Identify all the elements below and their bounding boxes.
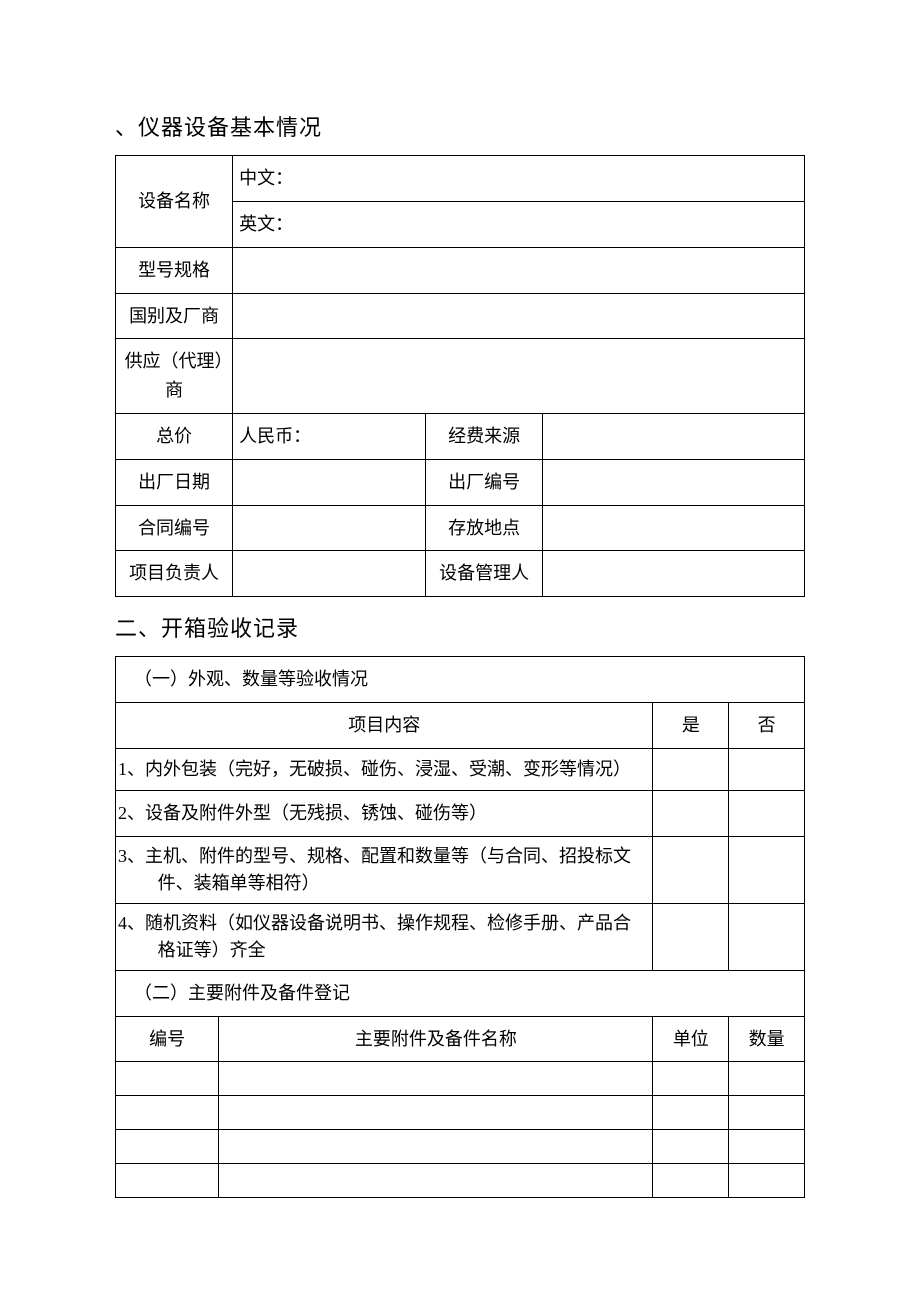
value-mfg-number (543, 459, 805, 505)
part-row-qty (729, 1164, 805, 1198)
inspection-no (729, 836, 805, 903)
value-fund-source (543, 413, 805, 459)
header-qty: 数量 (729, 1016, 805, 1062)
value-country-mfr (233, 293, 805, 339)
part-row-unit (653, 1164, 729, 1198)
value-project-lead (233, 551, 426, 597)
value-english: 英文： (233, 201, 805, 247)
inspection-yes (653, 836, 729, 903)
equipment-info-table: 设备名称 中文： 英文： 型号规格 国别及厂商 供应（代理）商 总价 人民币： … (115, 155, 805, 597)
header-unit: 单位 (653, 1016, 729, 1062)
inspection-no (729, 790, 805, 836)
part-row-serial (116, 1164, 219, 1198)
part-row-qty (729, 1096, 805, 1130)
part-row-unit (653, 1062, 729, 1096)
inspection-record-table: （一）外观、数量等验收情况 项目内容 是 否 1、内外包装（完好，无破损、碰伤、… (115, 656, 805, 1198)
part-row-serial (116, 1096, 219, 1130)
header-serial: 编号 (116, 1016, 219, 1062)
label-equip-manager: 设备管理人 (426, 551, 543, 597)
part-row-serial (116, 1130, 219, 1164)
value-contract-no (233, 505, 426, 551)
header-yes: 是 (653, 703, 729, 749)
label-equipment-name: 设备名称 (116, 156, 233, 248)
header-item-content: 项目内容 (116, 703, 653, 749)
value-model-spec (233, 247, 805, 293)
inspection-yes (653, 903, 729, 970)
part-row-serial (116, 1062, 219, 1096)
value-chinese: 中文： (233, 156, 805, 202)
value-equip-manager (543, 551, 805, 597)
value-supplier (233, 339, 805, 414)
part-row-name (219, 1096, 653, 1130)
value-storage-loc (543, 505, 805, 551)
label-mfg-number: 出厂编号 (426, 459, 543, 505)
value-mfg-date (233, 459, 426, 505)
label-project-lead: 项目负责人 (116, 551, 233, 597)
part-row-unit (653, 1096, 729, 1130)
inspection-yes (653, 748, 729, 790)
label-fund-source: 经费来源 (426, 413, 543, 459)
label-contract-no: 合同编号 (116, 505, 233, 551)
inspection-yes (653, 790, 729, 836)
inspection-no (729, 903, 805, 970)
part-row-qty (729, 1062, 805, 1096)
section2-title: 二、开箱验收记录 (115, 611, 805, 646)
inspection-item: 4、随机资料（如仪器设备说明书、操作规程、检修手册、产品合格证等）齐全 (116, 903, 653, 970)
label-storage-loc: 存放地点 (426, 505, 543, 551)
part2-title: （二）主要附件及备件登记 (116, 970, 805, 1016)
value-rmb: 人民币： (233, 413, 426, 459)
section1-title: 、仪器设备基本情况 (115, 110, 805, 145)
part-row-name (219, 1062, 653, 1096)
part-row-unit (653, 1130, 729, 1164)
label-supplier: 供应（代理）商 (116, 339, 233, 414)
label-mfg-date: 出厂日期 (116, 459, 233, 505)
inspection-no (729, 748, 805, 790)
label-country-mfr: 国别及厂商 (116, 293, 233, 339)
inspection-item: 2、设备及附件外型（无残损、锈蚀、碰伤等） (116, 790, 653, 836)
header-no: 否 (729, 703, 805, 749)
part-row-qty (729, 1130, 805, 1164)
part-row-name (219, 1164, 653, 1198)
label-model-spec: 型号规格 (116, 247, 233, 293)
part-row-name (219, 1130, 653, 1164)
inspection-item: 1、内外包装（完好，无破损、碰伤、浸湿、受潮、变形等情况） (116, 748, 653, 790)
part1-title: （一）外观、数量等验收情况 (116, 657, 805, 703)
label-total-price: 总价 (116, 413, 233, 459)
header-part-name: 主要附件及备件名称 (219, 1016, 653, 1062)
inspection-item: 3、主机、附件的型号、规格、配置和数量等（与合同、招投标文件、装箱单等相符） (116, 836, 653, 903)
